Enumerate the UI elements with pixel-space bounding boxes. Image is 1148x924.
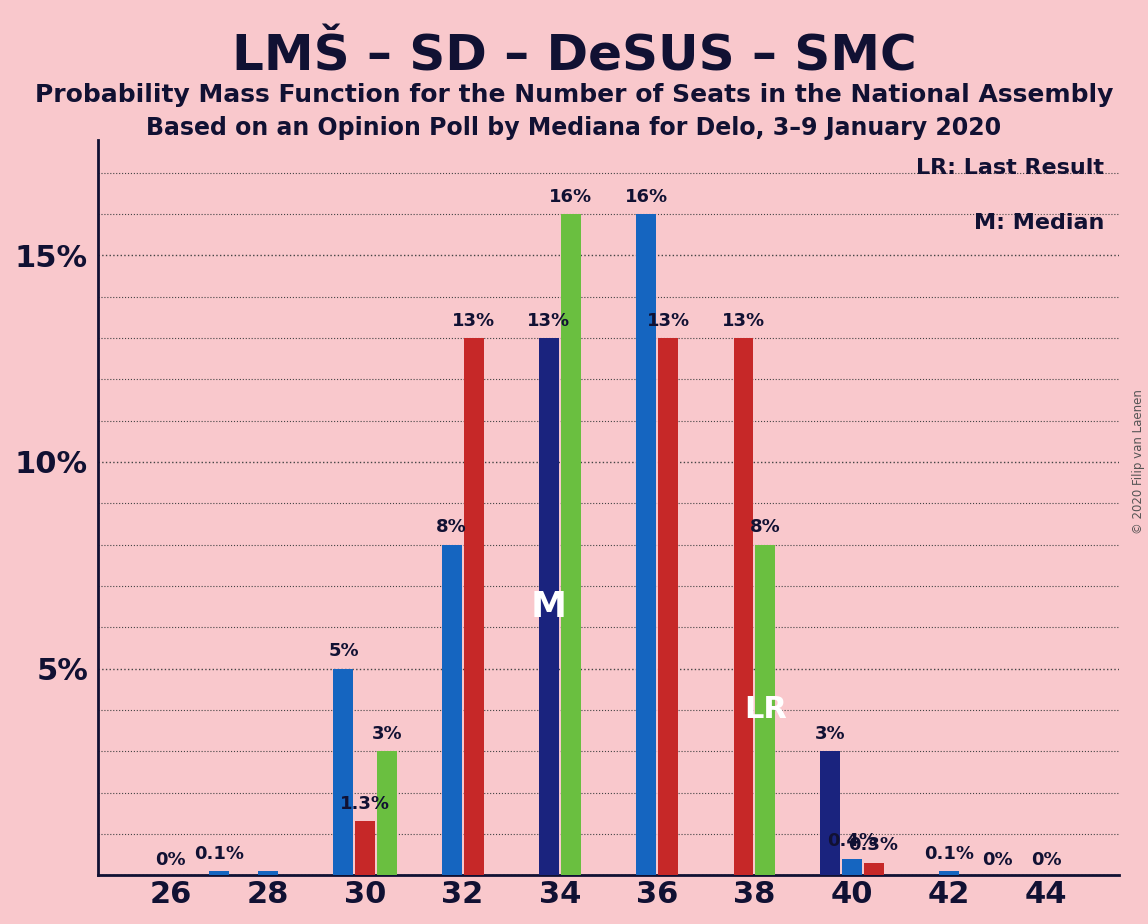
Bar	[209, 871, 230, 875]
Text: LR: Last Result: LR: Last Result	[916, 158, 1104, 178]
Text: Probability Mass Function for the Number of Seats in the National Assembly: Probability Mass Function for the Number…	[34, 83, 1114, 107]
Text: 13%: 13%	[527, 311, 571, 330]
Bar	[863, 863, 884, 875]
Bar	[258, 871, 278, 875]
Text: 16%: 16%	[549, 188, 592, 206]
Text: 13%: 13%	[722, 311, 765, 330]
Bar	[356, 821, 375, 875]
Text: 3%: 3%	[372, 725, 403, 743]
Text: M: M	[532, 590, 567, 624]
Bar	[939, 871, 959, 875]
Text: 16%: 16%	[625, 188, 668, 206]
Text: 5%: 5%	[328, 642, 359, 661]
Text: 0%: 0%	[983, 851, 1013, 869]
Text: LR: LR	[744, 696, 786, 724]
Bar	[755, 544, 775, 875]
Text: 13%: 13%	[646, 311, 690, 330]
Bar	[561, 214, 581, 875]
Text: 0.1%: 0.1%	[194, 845, 245, 863]
Text: 0.3%: 0.3%	[848, 836, 899, 855]
Bar	[464, 338, 483, 875]
Text: 8%: 8%	[750, 518, 781, 536]
Text: 3%: 3%	[815, 725, 845, 743]
Bar	[442, 544, 461, 875]
Text: LMŠ – SD – DeSUS – SMC: LMŠ – SD – DeSUS – SMC	[232, 32, 916, 80]
Text: M: Median: M: Median	[974, 213, 1104, 233]
Bar	[636, 214, 657, 875]
Text: 0.4%: 0.4%	[827, 833, 877, 850]
Text: 0%: 0%	[155, 851, 186, 869]
Bar	[378, 751, 397, 875]
Text: 0%: 0%	[1031, 851, 1062, 869]
Text: 0.1%: 0.1%	[924, 845, 974, 863]
Text: 13%: 13%	[452, 311, 495, 330]
Bar	[820, 751, 840, 875]
Bar	[658, 338, 678, 875]
Bar	[841, 858, 862, 875]
Text: Based on an Opinion Poll by Mediana for Delo, 3–9 January 2020: Based on an Opinion Poll by Mediana for …	[147, 116, 1001, 140]
Text: 1.3%: 1.3%	[340, 796, 390, 813]
Text: © 2020 Filip van Laenen: © 2020 Filip van Laenen	[1132, 390, 1146, 534]
Bar	[333, 669, 354, 875]
Bar	[734, 338, 753, 875]
Text: 8%: 8%	[436, 518, 467, 536]
Bar	[538, 338, 559, 875]
